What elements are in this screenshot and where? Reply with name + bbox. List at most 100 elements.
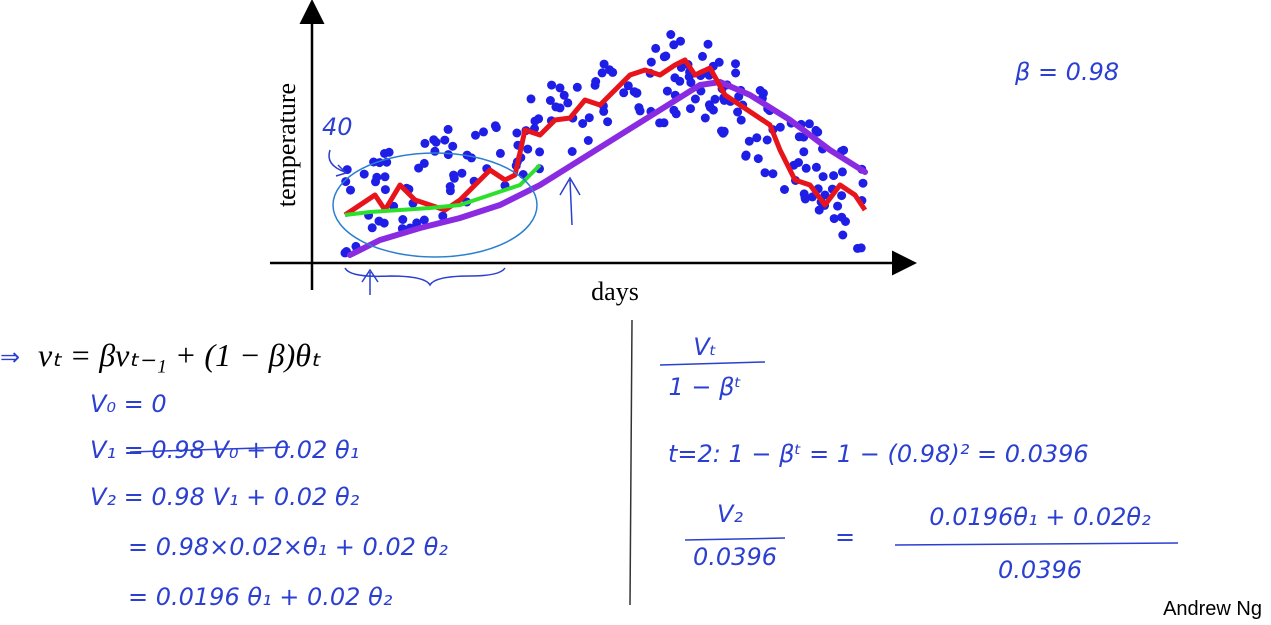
dot [430, 146, 440, 156]
dot [690, 94, 700, 104]
dot [479, 127, 488, 137]
dot [605, 65, 614, 75]
dot [572, 82, 582, 92]
fraction-bottom: 1 − βᵗ [668, 373, 741, 401]
dot [438, 211, 448, 221]
dot [768, 169, 778, 179]
dot [799, 147, 809, 157]
v2-top: V₂ [717, 500, 743, 528]
dot [380, 185, 390, 195]
dot [372, 172, 382, 182]
dot [676, 36, 685, 46]
dot [651, 43, 661, 53]
dot [858, 178, 868, 188]
dot [629, 87, 639, 97]
fraction-bar [684, 537, 786, 541]
dot [837, 212, 847, 222]
dot [762, 135, 772, 145]
dot [578, 119, 588, 128]
dot [419, 215, 429, 225]
brace [344, 267, 506, 287]
dot [440, 135, 450, 145]
divider [629, 319, 633, 606]
dot [346, 185, 355, 195]
dot [412, 218, 422, 228]
dot [731, 59, 740, 69]
dot [342, 165, 352, 175]
rhs-bottom: 0.0396 [998, 556, 1082, 584]
dot [741, 151, 751, 161]
dot [818, 172, 828, 182]
arrow-mark: ⇒ [0, 344, 20, 371]
dot [635, 106, 645, 116]
dot [559, 90, 569, 100]
dot [659, 118, 669, 128]
strike [129, 446, 291, 453]
dot [760, 168, 770, 178]
dot [833, 201, 843, 211]
dot [804, 119, 814, 129]
dot [359, 169, 369, 179]
dot [545, 96, 555, 105]
dot [449, 173, 459, 183]
dot [584, 113, 594, 123]
dot [583, 136, 593, 145]
equation: vₜ = βvₜ₋₁ + (1 − β)θₜ [38, 337, 321, 373]
dot [794, 158, 803, 167]
y-label: temperature [272, 83, 301, 207]
dot [700, 113, 710, 123]
dot [669, 105, 679, 115]
dot [686, 78, 696, 88]
dot [380, 172, 390, 182]
dot [398, 215, 408, 224]
dot [495, 148, 505, 158]
dot [443, 124, 453, 134]
dot [811, 125, 821, 135]
dot [512, 128, 522, 138]
dot [619, 88, 629, 98]
dot [555, 83, 565, 93]
dot [780, 185, 789, 194]
dot [744, 136, 754, 146]
dot [811, 162, 821, 172]
dot [736, 115, 746, 125]
dot [837, 167, 847, 177]
fraction-top: Vₜ [693, 333, 717, 361]
arrow [361, 268, 379, 295]
dot [703, 39, 713, 49]
arrow [559, 176, 581, 226]
x-label: days [591, 277, 639, 306]
dot [686, 104, 695, 114]
dot [603, 117, 613, 127]
v2-bottom: 0.0396 [693, 543, 777, 571]
dot [443, 150, 453, 160]
dot [590, 80, 600, 90]
dot [555, 103, 565, 113]
annotation: 40 [322, 113, 353, 141]
dot [714, 57, 724, 67]
dot [801, 163, 811, 173]
dot [448, 141, 458, 151]
dot [734, 92, 744, 102]
purple-curve [347, 78, 868, 258]
dot [367, 223, 377, 233]
dot [829, 214, 839, 224]
dot [523, 144, 533, 154]
dot [623, 81, 633, 91]
note: = 0.98×0.02×θ₁ + 0.02 θ₂ [128, 533, 448, 561]
dot [414, 163, 424, 173]
dot [457, 168, 467, 178]
dot [661, 51, 671, 61]
dot [666, 30, 676, 39]
dot [374, 216, 384, 226]
dot [838, 230, 848, 240]
dot [794, 132, 804, 142]
dot [467, 153, 476, 163]
dot [597, 68, 607, 78]
dot [829, 171, 839, 181]
dot [670, 73, 680, 83]
dot [837, 191, 847, 201]
dot [567, 147, 577, 156]
dot [799, 189, 809, 199]
dot [599, 59, 609, 69]
